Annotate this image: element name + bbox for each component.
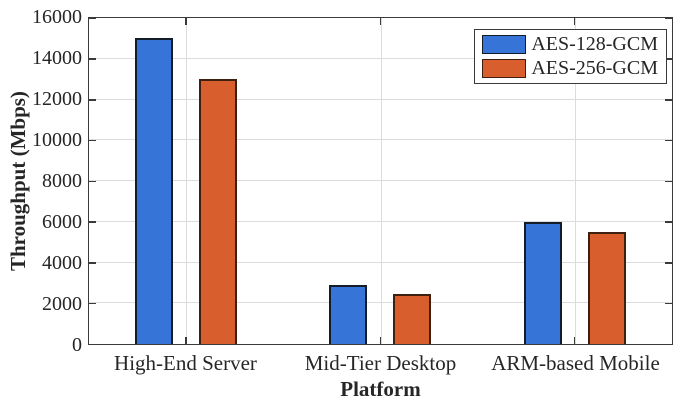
v-gridline	[186, 18, 188, 344]
y-tick-mark-left	[89, 139, 96, 142]
y-tick-mark-left	[89, 221, 96, 223]
y-tick-mark-right	[665, 139, 672, 142]
y-tick-mark-left	[89, 99, 96, 101]
legend-entry: AES-256-GCM	[482, 58, 658, 79]
bar-group	[283, 18, 477, 344]
bar-aes-256-gcm	[393, 294, 432, 344]
x-tick-label: High-End Server	[114, 351, 257, 375]
y-tick-mark-left	[89, 17, 96, 19]
y-tick-mark-left	[89, 343, 96, 345]
legend-label: AES-256-GCM	[531, 57, 658, 79]
axis-ticks	[89, 17, 672, 345]
y-tick-mark-left	[89, 262, 96, 264]
y-tick-mark-right	[665, 17, 672, 19]
y-tick-mark-right	[665, 262, 672, 264]
bar-aes-256-gcm	[199, 79, 238, 344]
y-tick-label: 0	[72, 334, 82, 356]
legend-swatch	[482, 59, 527, 78]
y-tick-mark-left	[89, 58, 96, 60]
x-tick-mark-bottom	[379, 337, 381, 344]
x-tick-labels: High-End Server Mid-Tier Desktop ARM-based…	[88, 351, 673, 375]
y-tick-label: 16000	[32, 6, 82, 28]
y-tick-mark-right	[665, 302, 672, 305]
v-gridline	[380, 18, 382, 344]
legend: AES-128-GCM AES-256-GCM	[474, 29, 667, 84]
y-tick-mark-right	[665, 99, 672, 101]
y-tick-labels: 0 2000 4000 6000 8000 10000 12000 14000 16000	[0, 6, 82, 356]
y-tick-mark-right	[665, 180, 672, 182]
x-tick-mark-bottom	[185, 337, 187, 344]
bar-group	[478, 18, 672, 344]
legend-swatch	[482, 35, 527, 54]
y-tick-mark-left	[89, 180, 96, 182]
x-axis-label: Platform	[340, 377, 421, 401]
x-tick-label: Mid-Tier Desktop	[304, 351, 457, 375]
x-tick-mark-top	[573, 18, 576, 25]
y-tick-label: 10000	[32, 129, 82, 151]
x-tick-mark-bottom	[573, 337, 576, 344]
y-tick-label: 8000	[42, 170, 82, 192]
y-tick-label: 6000	[42, 211, 82, 233]
x-tick-label: ARM-based Mobile	[491, 351, 660, 375]
legend-label: AES-128-GCM	[531, 33, 658, 55]
plot-area: AES-128-GCM AES-256-GCM	[88, 17, 673, 345]
legend-entry: AES-128-GCM	[482, 34, 658, 55]
bar-aes-128-gcm	[329, 284, 368, 344]
gridlines	[89, 18, 672, 344]
y-tick-mark-right	[665, 343, 672, 345]
x-tick-mark-top	[185, 18, 187, 25]
y-tick-label: 12000	[32, 88, 82, 110]
bar-aes-128-gcm	[523, 221, 562, 344]
y-tick-mark-right	[665, 221, 672, 223]
y-tick-label: 2000	[42, 293, 82, 315]
y-tick-label: 14000	[32, 47, 82, 69]
bar-aes-128-gcm	[135, 38, 174, 344]
v-gridline	[574, 18, 576, 344]
y-tick-mark-left	[89, 302, 96, 305]
bar-aes-256-gcm	[587, 231, 626, 344]
y-tick-label: 4000	[42, 252, 82, 274]
bar-group	[89, 18, 283, 344]
y-tick-mark-right	[665, 58, 672, 60]
bar-groups	[89, 18, 672, 344]
x-tick-mark-top	[379, 18, 381, 25]
